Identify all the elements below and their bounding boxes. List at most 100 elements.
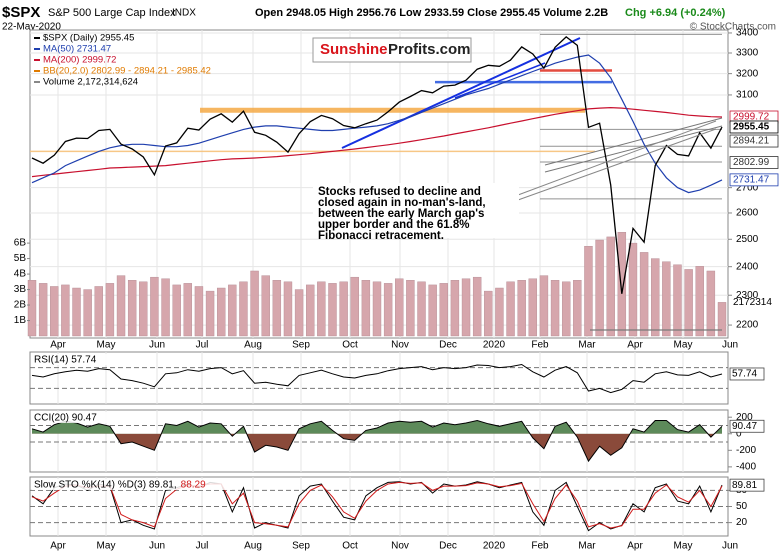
x-tick-label: Sep bbox=[292, 340, 310, 351]
volume-bar bbox=[506, 281, 515, 337]
volume-bar bbox=[584, 245, 593, 337]
indicator-line bbox=[31, 363, 723, 394]
x-tick-label: May bbox=[97, 541, 116, 552]
cci-fill-up bbox=[32, 420, 722, 434]
volume-bar bbox=[528, 278, 538, 337]
volume-bar bbox=[228, 284, 237, 337]
volume-bar bbox=[38, 283, 48, 337]
volume-bar bbox=[372, 281, 382, 337]
legend-label: BB(20,2.0) 2802.99 - 2894.21 - 2985.42 bbox=[43, 66, 211, 77]
indicator-title: CCI(20) 90.47 bbox=[34, 413, 97, 424]
x-tick-label: Jul bbox=[196, 541, 209, 552]
x-tick-label: Oct bbox=[342, 541, 358, 552]
price-label-box bbox=[729, 134, 779, 148]
pointer-line bbox=[517, 120, 717, 196]
price-label: 2731.47 bbox=[733, 175, 770, 186]
x-tick-label: Apr bbox=[627, 340, 643, 351]
channel-line bbox=[544, 125, 723, 173]
volume-bar bbox=[283, 281, 293, 337]
indicator-title-bg bbox=[32, 479, 232, 490]
trend-line bbox=[454, 62, 546, 99]
x-tick-label: Dec bbox=[439, 541, 457, 552]
volume-bar bbox=[306, 284, 315, 337]
volume-bar bbox=[61, 284, 70, 337]
volume-bar bbox=[94, 286, 103, 337]
last-value-box bbox=[729, 478, 765, 492]
source: © StockCharts.com bbox=[690, 22, 776, 33]
volume-bar bbox=[194, 286, 204, 337]
y-tick-label: 50 bbox=[736, 501, 748, 512]
indicator-line bbox=[31, 481, 723, 529]
x-tick-label: Dec bbox=[439, 340, 457, 351]
volume-bar bbox=[339, 281, 348, 337]
volume-bar bbox=[72, 287, 81, 337]
volume-bar bbox=[105, 283, 115, 337]
volume-bar bbox=[717, 302, 727, 337]
x-tick-label: Jun bbox=[722, 541, 738, 552]
volume-bar bbox=[484, 290, 493, 337]
volume-bar bbox=[673, 264, 682, 337]
indicator-frame bbox=[29, 351, 729, 405]
annotation-line: closed again in no-man's-land, bbox=[318, 197, 486, 209]
volume-bar bbox=[127, 280, 137, 337]
x-tick-label: Feb bbox=[531, 340, 549, 351]
logo-profits: Profits.com bbox=[388, 41, 471, 58]
volume-bar bbox=[428, 284, 437, 337]
y-tick-label: 200 bbox=[736, 412, 753, 423]
volume-bar bbox=[139, 281, 148, 337]
y-tick-label: 2700 bbox=[736, 182, 759, 193]
y-tick-label: 2600 bbox=[736, 208, 759, 219]
cci-fill-down bbox=[114, 433, 715, 462]
annotation-line: Stocks refused to decline and bbox=[318, 186, 481, 198]
trend-line bbox=[341, 37, 581, 149]
volume-bar bbox=[50, 286, 59, 337]
y-tick-label: 2200 bbox=[736, 320, 759, 331]
x-tick-label: 2020 bbox=[483, 340, 506, 351]
volume-bar bbox=[461, 278, 471, 337]
last-value-label: 57.74 bbox=[732, 369, 757, 380]
x-tick-label: Apr bbox=[627, 541, 643, 552]
x-tick-label: Mar bbox=[578, 340, 596, 351]
volume-bar bbox=[651, 258, 660, 337]
volume-tick-label: 5B bbox=[14, 253, 27, 264]
channel-line bbox=[544, 117, 723, 166]
volume-bar bbox=[517, 280, 526, 337]
volume-bar bbox=[328, 283, 337, 337]
legend-label: MA(200) 2999.72 bbox=[43, 55, 116, 66]
volume-bar bbox=[450, 280, 460, 337]
x-tick-label: Jun bbox=[149, 340, 165, 351]
volume-tick-label: 1B bbox=[14, 315, 27, 326]
volume-bar bbox=[205, 290, 215, 337]
legend-label: $SPX (Daily) 2955.45 bbox=[43, 33, 134, 44]
volume-bar bbox=[662, 261, 671, 337]
legend-label: Volume 2,172,314,624 bbox=[43, 77, 138, 88]
volume-bar bbox=[495, 287, 504, 337]
price-label: 2802.99 bbox=[733, 157, 770, 168]
last-value-box bbox=[729, 367, 765, 381]
x-tick-label: Jun bbox=[149, 541, 165, 552]
last-value-label: 90.47 bbox=[732, 421, 757, 432]
volume-bar bbox=[561, 281, 571, 337]
x-tick-label: Jun bbox=[722, 340, 738, 351]
last-value-label: 89.81 bbox=[732, 480, 757, 491]
volume-tick-label: 2B bbox=[14, 300, 27, 311]
volume-bar bbox=[539, 275, 549, 337]
annotation-line: Fibonacci retracement. bbox=[318, 230, 444, 242]
index-name: S&P 500 Large Cap Index bbox=[48, 7, 176, 19]
volume-bar bbox=[628, 242, 638, 337]
volume-bar bbox=[161, 278, 170, 337]
indicator-title-bg bbox=[32, 354, 112, 365]
x-tick-label: 2020 bbox=[483, 541, 506, 552]
volume-bar bbox=[395, 278, 404, 337]
volume-bar bbox=[150, 276, 159, 337]
x-tick-label: Apr bbox=[50, 340, 66, 351]
volume-tick-label: 3B bbox=[14, 284, 27, 295]
indicator-title: RSI(14) 57.74 bbox=[34, 355, 97, 366]
x-tick-label: Feb bbox=[531, 541, 549, 552]
x-tick-label: Aug bbox=[244, 541, 262, 552]
volume-bar bbox=[116, 275, 126, 337]
symbol: $SPX bbox=[2, 4, 40, 21]
annotation-box bbox=[313, 183, 519, 238]
indicator-title: Slow STO %K(14) %D(3) 89.81, bbox=[34, 480, 177, 491]
volume-bar bbox=[550, 280, 560, 337]
